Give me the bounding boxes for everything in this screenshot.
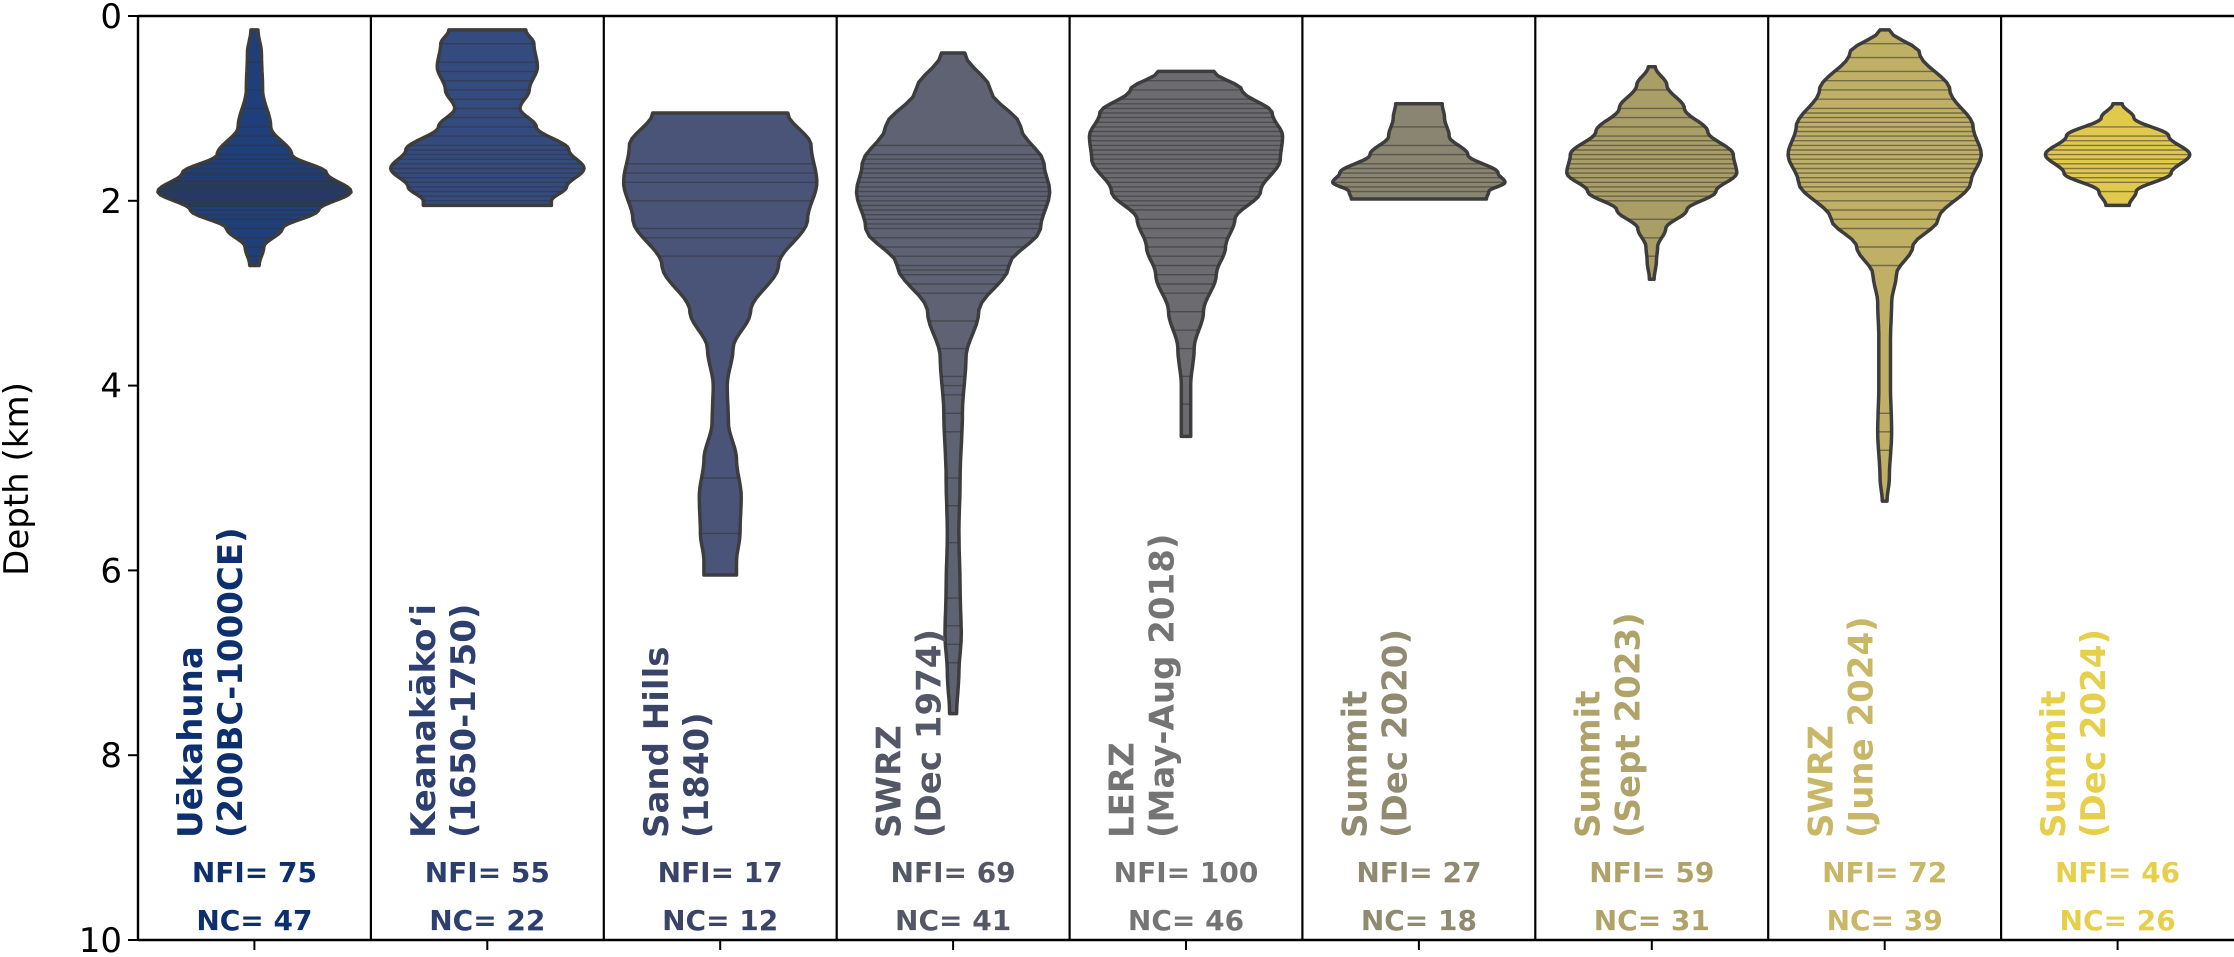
nfi-label: NFI= 100: [1114, 856, 1259, 889]
violin-label-line: (Sept 2023): [1608, 612, 1648, 838]
y-tick-label: 4: [100, 367, 122, 407]
violin-3: [621, 111, 819, 577]
nc-label: NC= 12: [662, 904, 778, 937]
violin-label-6: Summit (Dec 2020): [1336, 629, 1416, 838]
violin-label-line: Sand Hills: [637, 647, 677, 838]
violin-label-line: Uēkahuna: [171, 646, 211, 838]
violin-label-line: Summit: [2034, 691, 2074, 838]
violin-label-line: (1650-1750): [444, 604, 484, 838]
nc-label: NC= 26: [2060, 904, 2176, 937]
violin-labels-layer: Uēkahuna (200BC-1000CE) NFI= 75 NC= 47 Keana…: [171, 527, 2180, 937]
violin-label-7: Summit (Sept 2023): [1568, 612, 1648, 838]
y-tick-label: 0: [100, 0, 122, 37]
nfi-label: NFI= 27: [1356, 856, 1481, 889]
violin-8: [1786, 28, 1984, 503]
violin-label-3: Sand Hills (1840): [637, 647, 717, 838]
violin-label-line: (Dec 2020): [1376, 629, 1416, 838]
y-tick-label: 6: [100, 551, 122, 591]
violin-label-9: Summit (Dec 2024): [2034, 629, 2114, 838]
violin-body: [1330, 102, 1507, 201]
violin-2: [388, 28, 586, 208]
violin-label-line: (Dec 2024): [2074, 629, 2114, 838]
nfi-label: NFI= 72: [1822, 856, 1947, 889]
violin-label-line: (June 2024): [1841, 616, 1881, 838]
violin-label-4: SWRZ (Dec 1974): [870, 629, 950, 838]
plot-frame: [136, 14, 2234, 950]
violins-layer: [156, 28, 2192, 716]
violin-label-line: SWRZ: [870, 725, 910, 838]
y-tick-label: 8: [100, 736, 122, 776]
violin-body: [854, 51, 1052, 716]
nc-label: NC= 41: [895, 904, 1011, 937]
nfi-label: NFI= 46: [2055, 856, 2180, 889]
violin-label-5: LERZ (May-Aug 2018): [1103, 534, 1183, 838]
violin-label-line: LERZ: [1103, 742, 1143, 838]
violin-9: [2043, 102, 2192, 208]
violin-label-line: Summit: [1336, 691, 1376, 838]
nfi-label: NFI= 69: [891, 856, 1016, 889]
violin-5: [1087, 69, 1285, 439]
nc-label: NC= 46: [1128, 904, 1244, 937]
nc-label: NC= 18: [1361, 904, 1477, 937]
violin-label-line: Keanakākoʻi: [404, 604, 444, 838]
nc-label: NC= 22: [429, 904, 545, 937]
violin-label-2: Keanakākoʻi (1650-1750): [404, 604, 484, 838]
y-axis: 0 2 4 6 8 10: [79, 0, 138, 957]
violin-1: [156, 28, 353, 268]
violin-label-line: (May-Aug 2018): [1143, 534, 1183, 838]
nfi-label: NFI= 75: [192, 856, 317, 889]
violin-body: [1087, 69, 1285, 439]
violin-6: [1330, 102, 1507, 201]
nfi-label: NFI= 55: [425, 856, 550, 889]
nfi-label: NFI= 17: [658, 856, 783, 889]
y-tick-label: 10: [79, 921, 122, 957]
y-axis-label: Depth (km): [0, 382, 37, 576]
violin-label-line: Summit: [1568, 691, 1608, 838]
y-tick-label: 2: [100, 182, 122, 222]
violin-label-8: SWRZ (June 2024): [1801, 616, 1881, 838]
violin-7: [1565, 65, 1739, 282]
violin-label-line: (Dec 1974): [910, 629, 950, 838]
violin-label-1: Uēkahuna (200BC-1000CE): [171, 527, 251, 838]
nc-label: NC= 39: [1827, 904, 1943, 937]
violin-label-line: SWRZ: [1801, 725, 1841, 838]
nc-label: NC= 47: [196, 904, 312, 937]
nfi-label: NFI= 59: [1589, 856, 1714, 889]
violin-4: [854, 51, 1052, 716]
nc-label: NC= 31: [1594, 904, 1710, 937]
violin-label-line: (1840): [677, 712, 717, 838]
violin-label-line: (200BC-1000CE): [211, 527, 251, 838]
